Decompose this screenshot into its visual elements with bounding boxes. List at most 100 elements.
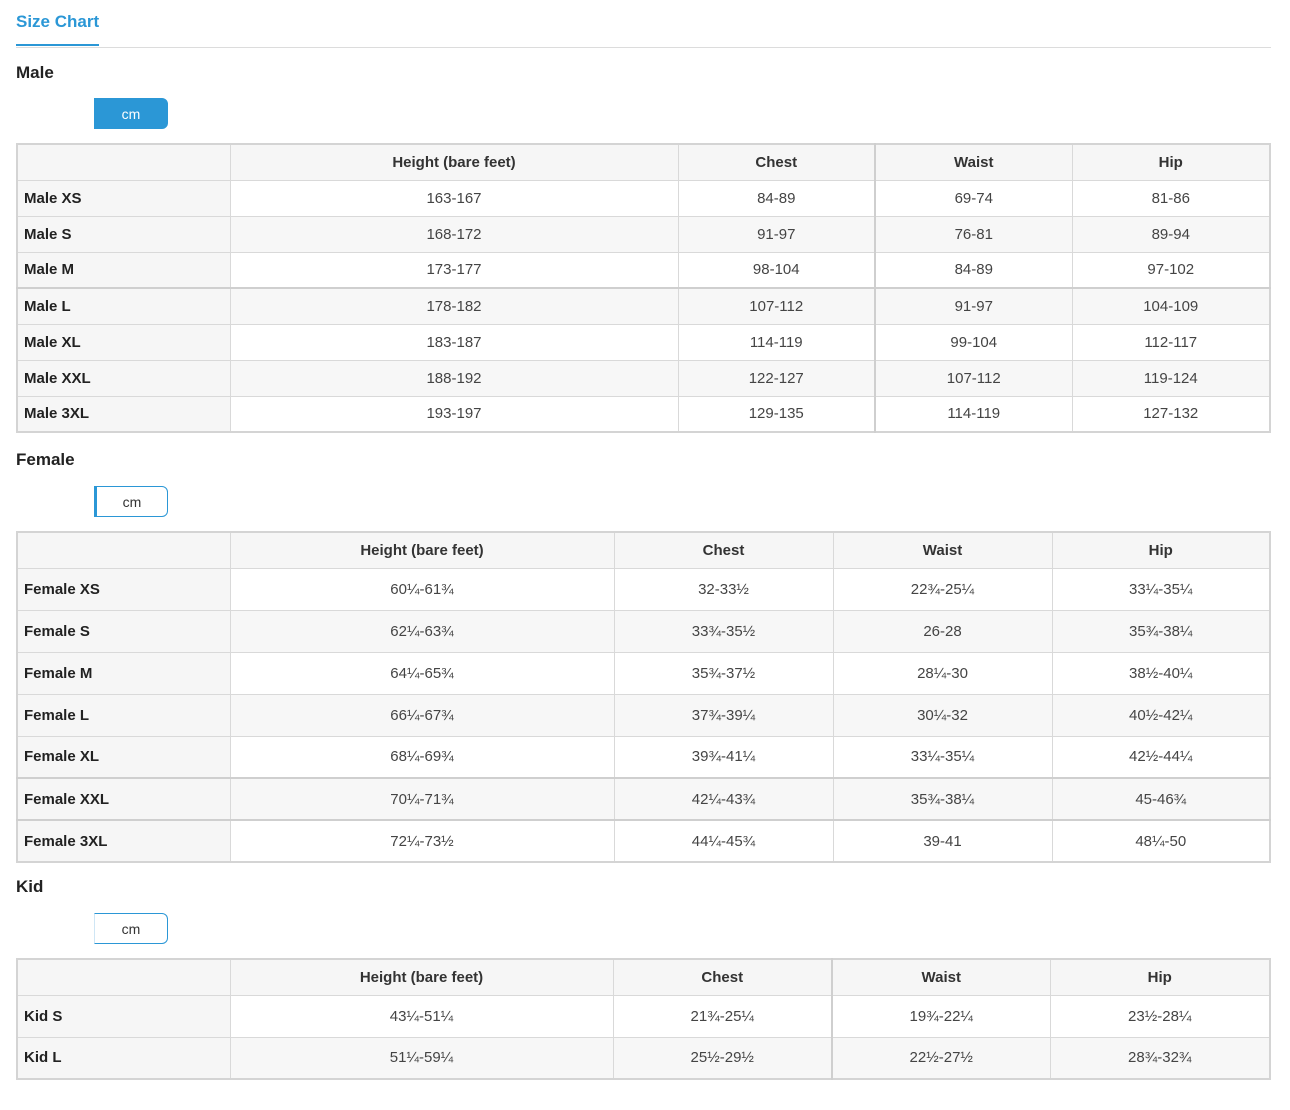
header-size (16, 531, 231, 569)
header-hip: Hip (1071, 143, 1271, 181)
header-height: Height (bare feet) (229, 531, 615, 569)
table-row: Female S 62¼-63¾ 33¾-35½ 26-28 35¾-38¼ (16, 609, 1271, 653)
header-size (16, 143, 231, 181)
table-row: Female XS 60¼-61¾ 32-33½ 22¾-25¼ 33¼-35¼ (16, 567, 1271, 611)
page-tab-bar: Size Chart (16, 0, 1271, 48)
size-label: Male L (16, 287, 231, 325)
unit-toggle-male: cm (16, 98, 168, 131)
table-row: Male S 168-172 91-97 76-81 89-94 (16, 215, 1271, 253)
unit-button-cm[interactable]: cm (94, 486, 168, 517)
hip-value: 23½-28¼ (1049, 994, 1271, 1038)
waist-value: 33¼-35¼ (832, 735, 1053, 779)
size-table-female: Height (bare feet) Chest Waist Hip Femal… (16, 531, 1271, 863)
hip-value: 81-86 (1071, 179, 1271, 217)
chest-value: 44¼-45¾ (613, 819, 834, 863)
waist-value: 22½-27½ (831, 1036, 1051, 1080)
waist-value: 28¼-30 (832, 651, 1053, 695)
table-row: Female 3XL 72¼-73½ 44¼-45¾ 39-41 48¼-50 (16, 819, 1271, 863)
header-waist: Waist (831, 958, 1051, 996)
size-label: Female XXL (16, 777, 231, 821)
chest-value: 84-89 (677, 179, 876, 217)
table-header-row: Height (bare feet) Chest Waist Hip (16, 143, 1271, 181)
unit-button-cm[interactable]: cm (94, 98, 168, 129)
section-title-female: Female (16, 450, 75, 469)
unit-button-cm[interactable]: cm (94, 913, 168, 944)
height-value: 173-177 (229, 251, 679, 289)
hip-value: 119-124 (1071, 359, 1271, 397)
height-value: 178-182 (229, 287, 679, 325)
hip-value: 38½-40¼ (1051, 651, 1271, 695)
chest-value: 42¼-43¾ (613, 777, 834, 821)
table-row: Male L 178-182 107-112 91-97 104-109 (16, 287, 1271, 325)
waist-value: 19¾-22¼ (831, 994, 1051, 1038)
table-row: Male XL 183-187 114-119 99-104 112-117 (16, 323, 1271, 361)
chest-value: 91-97 (677, 215, 876, 253)
height-value: 193-197 (229, 395, 679, 433)
table-row: Male XXL 188-192 122-127 107-112 119-124 (16, 359, 1271, 397)
size-label: Male 3XL (16, 395, 231, 433)
header-chest: Chest (612, 958, 833, 996)
waist-value: 22¾-25¼ (832, 567, 1053, 611)
waist-value: 84-89 (874, 251, 1073, 289)
header-height: Height (bare feet) (229, 143, 679, 181)
header-waist: Waist (832, 531, 1053, 569)
size-label: Male XS (16, 179, 231, 217)
header-hip: Hip (1051, 531, 1271, 569)
hip-value: 127-132 (1071, 395, 1271, 433)
header-height: Height (bare feet) (229, 958, 614, 996)
waist-value: 30¼-32 (832, 693, 1053, 737)
size-label: Male M (16, 251, 231, 289)
size-label: Female XL (16, 735, 231, 779)
table-header-row: Height (bare feet) Chest Waist Hip (16, 958, 1271, 996)
chest-value: 107-112 (677, 287, 876, 325)
size-label: Female L (16, 693, 231, 737)
hip-value: 33¼-35¼ (1051, 567, 1271, 611)
waist-value: 69-74 (874, 179, 1073, 217)
table-row: Female XXL 70¼-71¾ 42¼-43¾ 35¾-38¼ 45-46… (16, 777, 1271, 821)
size-label: Male S (16, 215, 231, 253)
waist-value: 26-28 (832, 609, 1053, 653)
size-table-kid: Height (bare feet) Chest Waist Hip Kid S… (16, 958, 1271, 1080)
waist-value: 39-41 (832, 819, 1053, 863)
height-value: 51¼-59¼ (229, 1036, 614, 1080)
size-label: Male XL (16, 323, 231, 361)
waist-value: 76-81 (874, 215, 1073, 253)
header-size (16, 958, 231, 996)
table-row: Female L 66¼-67¾ 37¾-39¼ 30¼-32 40½-42¼ (16, 693, 1271, 737)
hip-value: 35¾-38¼ (1051, 609, 1271, 653)
header-chest: Chest (677, 143, 876, 181)
size-table-male: Height (bare feet) Chest Waist Hip Male … (16, 143, 1271, 433)
height-value: 72¼-73½ (229, 819, 615, 863)
hip-value: 112-117 (1071, 323, 1271, 361)
table-row: Female M 64¼-65¾ 35¾-37½ 28¼-30 38½-40¼ (16, 651, 1271, 695)
chest-value: 21¾-25¼ (612, 994, 833, 1038)
height-value: 62¼-63¾ (229, 609, 615, 653)
chest-value: 39¾-41¼ (613, 735, 834, 779)
table-row: Male 3XL 193-197 129-135 114-119 127-132 (16, 395, 1271, 433)
waist-value: 99-104 (874, 323, 1073, 361)
chest-value: 33¾-35½ (613, 609, 834, 653)
chest-value: 25½-29½ (612, 1036, 833, 1080)
unit-toggle-female: cm (16, 486, 168, 519)
hip-value: 89-94 (1071, 215, 1271, 253)
height-value: 163-167 (229, 179, 679, 217)
height-value: 70¼-71¾ (229, 777, 615, 821)
size-label: Female M (16, 651, 231, 695)
header-waist: Waist (874, 143, 1073, 181)
table-row: Kid L 51¼-59¼ 25½-29½ 22½-27½ 28¾-32¾ (16, 1036, 1271, 1080)
height-value: 68¼-69¾ (229, 735, 615, 779)
chest-value: 98-104 (677, 251, 876, 289)
tab-size-chart[interactable]: Size Chart (16, 12, 100, 46)
table-header-row: Height (bare feet) Chest Waist Hip (16, 531, 1271, 569)
hip-value: 42½-44¼ (1051, 735, 1271, 779)
height-value: 168-172 (229, 215, 679, 253)
hip-value: 28¾-32¾ (1049, 1036, 1271, 1080)
unit-toggle-kid: cm (16, 913, 168, 946)
chest-value: 32-33½ (613, 567, 834, 611)
size-label: Male XXL (16, 359, 231, 397)
height-value: 66¼-67¾ (229, 693, 615, 737)
chest-value: 129-135 (677, 395, 876, 433)
height-value: 43¼-51¼ (229, 994, 614, 1038)
hip-value: 104-109 (1071, 287, 1271, 325)
header-hip: Hip (1049, 958, 1271, 996)
